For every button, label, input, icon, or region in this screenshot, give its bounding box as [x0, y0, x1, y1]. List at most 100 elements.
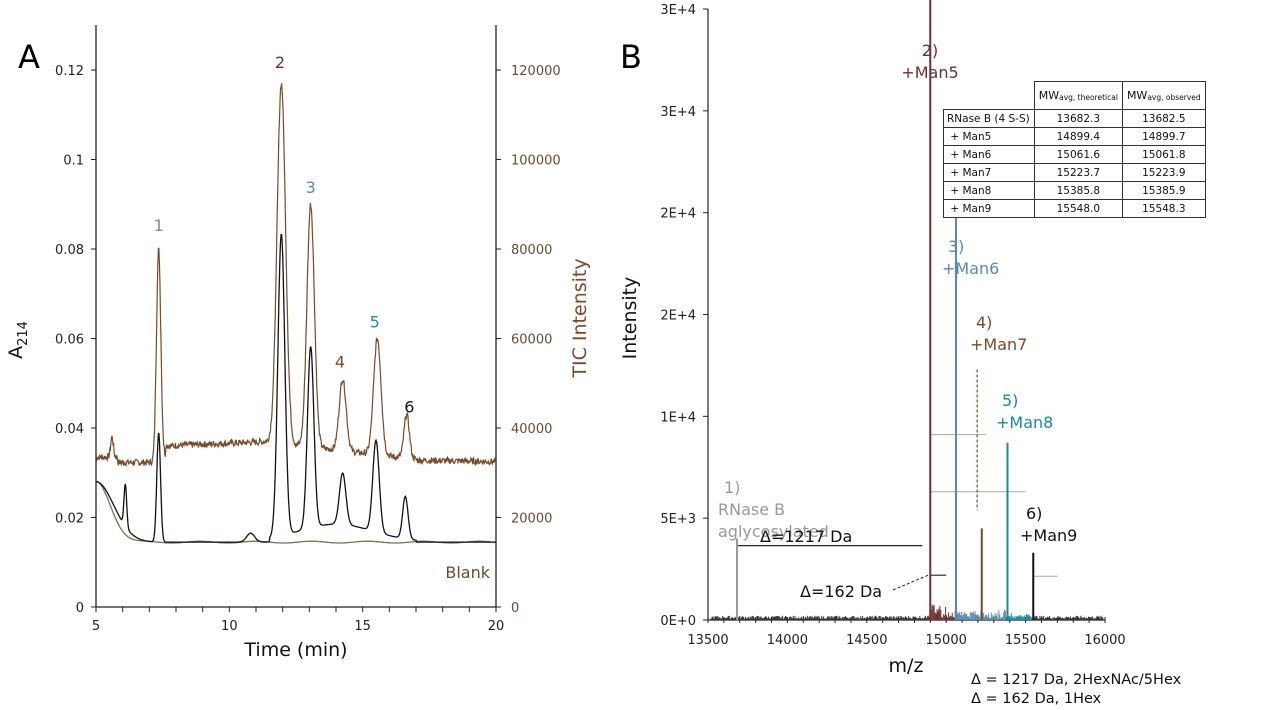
panel-b-baseline-noise [710, 604, 1104, 620]
mw-table-row: + Man8 15385.8 15385.9 [943, 181, 1206, 200]
y-tick-label: 1E+4 [660, 410, 696, 425]
y-left-tick-label: 0.06 [55, 333, 84, 348]
y-left-tick-label: 0.02 [55, 512, 84, 527]
peak-label-2-line2: +Man5 [901, 63, 958, 82]
x-tick-label: 10 [221, 619, 238, 634]
row-label: RNase B (4 S-S) [943, 109, 1035, 128]
mw-table-row: + Man5 14899.4 14899.7 [943, 127, 1206, 146]
panel-a-peak-labels: 1 2 3 4 5 6 [154, 53, 415, 417]
ylabel-subscript: 214 [16, 321, 31, 346]
delta-162-annotation: Δ=162 Da [800, 582, 882, 601]
panel-a-series [95, 83, 497, 544]
mw-table-corner [944, 82, 1035, 110]
header-main: MW [1038, 89, 1060, 102]
peak-label-4: 4 [335, 353, 345, 372]
ylabel-main: A [5, 346, 27, 359]
y-left-tick-label: 0.12 [55, 64, 84, 79]
y-tick-label: 5E+3 [660, 512, 696, 527]
row-label: + Man7 [943, 163, 1035, 182]
row-label: + Man5 [943, 127, 1035, 146]
peak-label-2: 2 [275, 53, 285, 72]
peak-label-1: 1 [154, 216, 164, 235]
row-label: + Man8 [943, 181, 1035, 200]
y-right-tick-label: 60000 [511, 333, 552, 348]
panel-a-axes: 0 0.02 0.04 0.06 0.08 0.1 0.12 0 20000 40000 60000… [55, 25, 561, 634]
peak-label-3: 3 [306, 178, 316, 197]
tic-trace [95, 83, 497, 467]
theoretical-value: 13682.3 [1033, 109, 1123, 128]
mw-table-row: + Man9 15548.0 15548.3 [943, 199, 1206, 218]
y-left-tick-label: 0.1 [63, 154, 84, 169]
observed-value: 15223.9 [1121, 163, 1206, 182]
panel-b-peak-labels: 1) RNase B aglycosylated 2) +Man5 3) +Man6 4) +M… [718, 41, 1077, 545]
peak-label-4-line1: 4) [976, 313, 992, 332]
x-tick-label: 20 [488, 619, 505, 634]
panel-a-x-axis-title: Time (min) [243, 639, 347, 661]
footnote-delta-162: Δ = 162 Da, 1Hex [971, 691, 1102, 707]
x-tick-label: 15500 [1005, 633, 1046, 648]
peak-label-6-line1: 6) [1026, 504, 1042, 523]
header-sub: avg, observed [1147, 93, 1201, 102]
peak-label-5: 5 [370, 312, 380, 331]
y-right-tick-label: 0 [511, 601, 519, 616]
blank-trace [95, 480, 495, 544]
row-label: + Man9 [943, 199, 1035, 218]
y-right-tick-label: 80000 [511, 243, 552, 258]
theoretical-value: 15548.0 [1033, 199, 1123, 218]
y-tick-label: 3E+4 [660, 105, 696, 120]
peak-label-4-line2: +Man7 [970, 335, 1027, 354]
mw-table-body: RNase B (4 S-S) 13682.3 13682.5 + Man5 1489… [943, 109, 1206, 218]
peak-label-5-line1: 5) [1002, 391, 1018, 410]
peak-label-3-line2: +Man6 [942, 259, 999, 278]
peak-label-1-line3: aglycosylated [718, 522, 829, 541]
panel-b-reference-lines [736, 369, 1058, 591]
observed-value: 13682.5 [1121, 109, 1206, 128]
peak-label-2-line1: 2) [922, 41, 938, 60]
panel-a-right-axis-title: TIC Intensity [569, 258, 591, 378]
theoretical-value: 14899.4 [1033, 127, 1123, 146]
x-tick-label: 16000 [1084, 633, 1125, 648]
theoretical-value: 15385.8 [1033, 181, 1123, 200]
y-left-tick-label: 0.04 [55, 422, 84, 437]
mw-table-header-theoretical: MWavg, theoretical [1033, 81, 1123, 110]
y-tick-label: 3E+4 [660, 3, 696, 18]
mw-table-header-row: MWavg, theoretical MWavg, observed [944, 81, 1206, 110]
y-left-tick-label: 0 [76, 601, 84, 616]
y-right-tick-label: 120000 [511, 64, 561, 79]
y-tick-label: 2E+4 [660, 309, 696, 324]
peak-label-6-line2: +Man9 [1020, 526, 1077, 545]
panel-b-letter: B [620, 38, 642, 76]
blank-trace-label: Blank [445, 563, 490, 582]
y-right-tick-label: 40000 [511, 422, 552, 437]
mw-table-row: + Man7 15223.7 15223.9 [943, 163, 1206, 182]
header-sub: avg, theoretical [1059, 93, 1118, 102]
peak-label-1-line1: 1) [724, 478, 740, 497]
mw-table: MWavg, theoretical MWavg, observed RNase… [943, 81, 1206, 218]
observed-value: 15548.3 [1121, 199, 1206, 218]
panel-b-y-axis-title: Intensity [619, 277, 641, 360]
panel-a-y-axis-title: A214 [5, 321, 31, 359]
panel-b-x-axis-title: m/z [889, 655, 924, 677]
observed-value: 15061.8 [1121, 145, 1206, 164]
observed-value: 14899.7 [1121, 127, 1206, 146]
peak-label-5-line2: +Man8 [996, 413, 1053, 432]
x-tick-label: 14500 [846, 633, 887, 648]
mw-table-row: RNase B (4 S-S) 13682.3 13682.5 [943, 109, 1206, 128]
peak-label-1-line2: RNase B [718, 500, 785, 519]
footnote-delta-1217: Δ = 1217 Da, 2HexNAc/5Hex [971, 672, 1182, 688]
peak-label-3-line1: 3) [948, 237, 964, 256]
x-tick-label: 15 [354, 619, 371, 634]
y-right-tick-label: 100000 [511, 154, 561, 169]
mw-table-row: + Man6 15061.6 15061.8 [943, 145, 1206, 164]
observed-value: 15385.9 [1121, 181, 1206, 200]
mw-table-header-observed: MWavg, observed [1121, 81, 1206, 110]
x-tick-label: 5 [92, 619, 100, 634]
theoretical-value: 15223.7 [1033, 163, 1123, 182]
delta-162-leader [892, 574, 929, 591]
x-tick-label: 15000 [926, 633, 967, 648]
peak-label-6: 6 [404, 397, 414, 416]
panel-b-peaks [735, 0, 1035, 620]
delta-1217-annotation: Δ=1217 Da [760, 527, 852, 546]
y-tick-label: 2E+4 [660, 207, 696, 222]
y-right-tick-label: 20000 [511, 512, 552, 527]
